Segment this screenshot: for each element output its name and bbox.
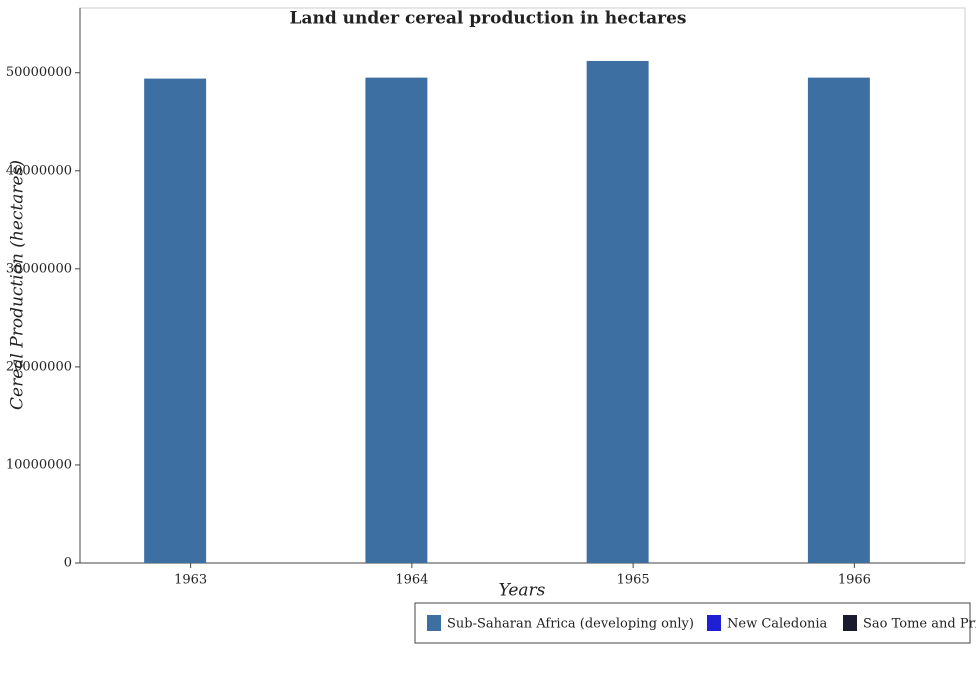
y-axis-label: Cereal Production (hectares) (8, 160, 28, 410)
legend-swatch (427, 615, 441, 631)
legend-swatch (843, 615, 857, 631)
y-tick-label: 50000000 (6, 65, 72, 80)
legend-label: Sao Tome and Principe (863, 617, 976, 632)
x-tick-label: 1963 (174, 573, 207, 588)
x-axis-label: Years (499, 581, 546, 601)
legend-box (414, 602, 971, 644)
y-tick-label: 10000000 (6, 457, 72, 472)
bar (144, 78, 207, 563)
x-tick-label: 1965 (617, 573, 650, 588)
bar (365, 77, 428, 563)
x-tick-label: 1966 (838, 573, 871, 588)
legend-swatch (707, 615, 721, 631)
y-tick-label: 0 (64, 556, 72, 571)
bar (807, 77, 870, 563)
x-tick-label: 1964 (395, 573, 428, 588)
y-tick-label: 20000000 (6, 359, 72, 374)
legend-label: New Caledonia (727, 617, 828, 632)
chart-title: Land under cereal production in hectares (290, 9, 687, 29)
legend-label: Sub-Saharan Africa (developing only) (447, 617, 694, 632)
y-tick-label: 40000000 (6, 163, 72, 178)
bar (586, 60, 649, 563)
y-tick-label: 30000000 (6, 261, 72, 276)
